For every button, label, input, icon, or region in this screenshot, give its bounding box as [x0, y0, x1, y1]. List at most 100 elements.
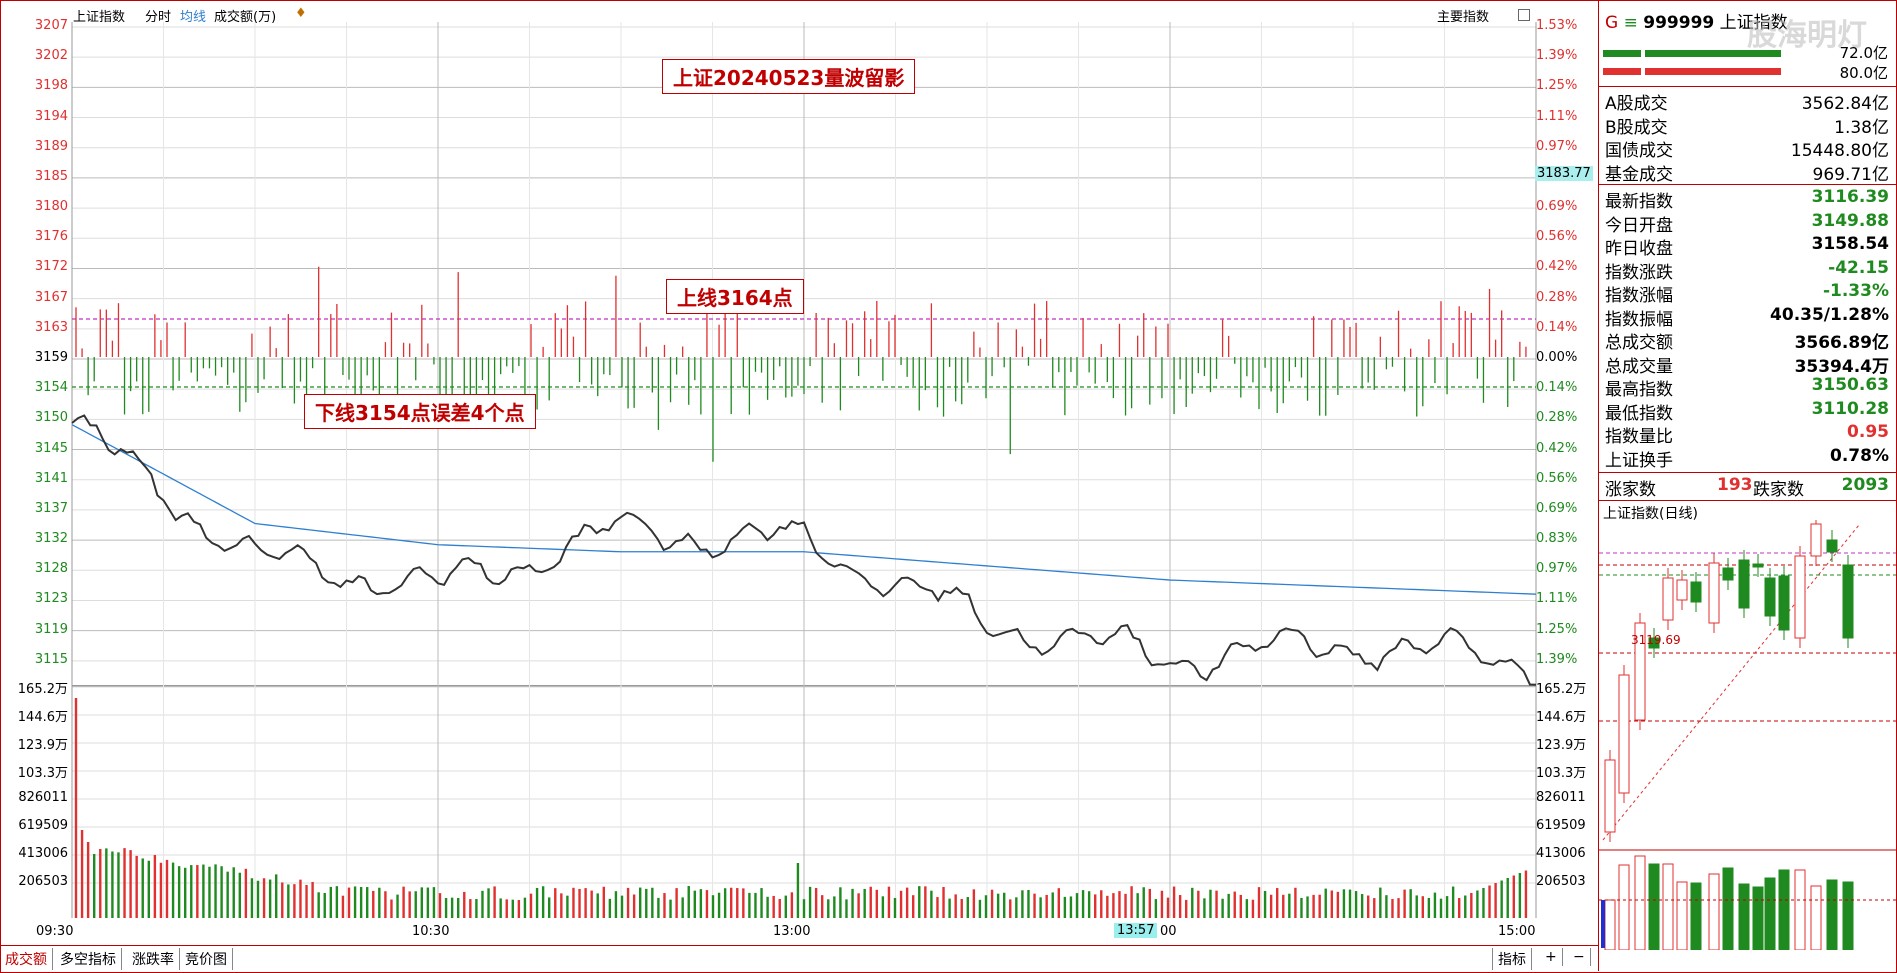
quote-value: 15448.80亿 [1790, 141, 1889, 161]
tab-turnover[interactable]: 成交额 [0, 948, 53, 970]
up-count-label: 涨家数 [1605, 480, 1656, 500]
pct-tick-label: 0.42% [1536, 259, 1578, 275]
pct-tick-label: 1.25% [1536, 78, 1578, 94]
daily-candle [1690, 581, 1702, 603]
price-tick-label: 3154 [34, 380, 68, 396]
buy-bar-2 [1645, 50, 1781, 57]
avg-line-toggle[interactable]: 均线 [180, 10, 207, 25]
zoom-out-button[interactable]: − [1568, 948, 1591, 966]
volume-tick-label: 165.2万 [17, 682, 68, 697]
daily-volume-bar [1842, 881, 1854, 950]
indicator-button[interactable]: 指标 [1492, 948, 1532, 970]
daily-volume-bar [1708, 873, 1720, 950]
bell-icon[interactable]: ♦ [295, 6, 307, 21]
quote-row: 最高指数 3150.63 [1605, 375, 1889, 400]
pct-tick-label: 1.39% [1536, 48, 1578, 64]
quote-key: 最低指数 [1605, 403, 1673, 424]
price-tick-label: 3123 [34, 591, 68, 607]
tab-auction[interactable]: 竞价图 [180, 948, 233, 970]
quote-row: 总成交量 35394.4万 [1605, 352, 1889, 377]
price-tick-label: 3172 [34, 259, 68, 275]
volume-tick-label: 619509 [18, 818, 68, 833]
quote-key: 指数涨跌 [1605, 262, 1673, 283]
daily-low-mark: 3119.69 [1631, 633, 1681, 647]
quote-row: 最低指数 3110.28 [1605, 399, 1889, 424]
tab-long-short[interactable]: 多空指标 [55, 948, 122, 970]
time-tick-label: 09:30 [36, 924, 74, 939]
pct-tick-label: 1.25% [1536, 621, 1578, 637]
down-count: 2093 [1841, 475, 1889, 495]
daily-candle [1662, 577, 1674, 621]
daily-volume-bar [1722, 867, 1734, 950]
window-toggle-icon[interactable] [1518, 9, 1530, 21]
price-tick-label: 3132 [34, 531, 68, 547]
quote-key: B股成交 [1605, 117, 1668, 138]
daily-candle [1738, 559, 1750, 609]
price-tick-label: 3159 [34, 350, 68, 365]
price-tick-label: 3163 [34, 319, 68, 335]
daily-candle [1634, 622, 1646, 721]
daily-chart-title: 上证指数(日线) [1603, 506, 1698, 522]
daily-candle [1708, 562, 1720, 624]
volume-unit-label: 成交额(万) [214, 10, 277, 25]
daily-candle [1842, 564, 1854, 639]
pct-tick-label: 0.97% [1536, 138, 1578, 154]
quote-key: 上证换手 [1605, 450, 1673, 471]
quote-key: 昨日收盘 [1605, 239, 1673, 259]
volume-tick-label: 206503 [1536, 874, 1586, 889]
daily-volume-bar [1794, 869, 1806, 950]
average-price-line [71, 424, 1537, 595]
stock-name: 上证指数 [1719, 13, 1788, 33]
quote-value: 3116.39 [1811, 187, 1889, 207]
daily-volume-bar [1634, 855, 1646, 950]
pct-tick-label: 0.69% [1536, 199, 1578, 215]
time-tick-label: 10:30 [412, 924, 450, 939]
sell-amount: 80.0亿 [1839, 64, 1888, 82]
daily-kline-chart [1599, 520, 1896, 950]
daily-volume-bar [1738, 883, 1750, 950]
pct-tick-label: 0.56% [1536, 229, 1578, 245]
zoom-in-button[interactable]: + [1540, 948, 1563, 966]
pct-tick-label: 0.00% [1536, 350, 1578, 365]
quote-key: 总成交量 [1605, 356, 1673, 377]
volume-tick-label: 123.9万 [17, 738, 68, 753]
quote-key: 今日开盘 [1605, 215, 1673, 236]
quote-row: 国债成交 15448.80亿 [1605, 136, 1889, 161]
pct-tick-label: 0.97% [1536, 561, 1578, 577]
cursor-price-label: 3183.77 [1535, 166, 1593, 181]
down-count-label: 跌家数 [1753, 480, 1804, 500]
quote-key: 指数振幅 [1605, 309, 1673, 330]
tab-advance-ratio[interactable]: 涨跌率 [127, 948, 180, 970]
price-tick-label: 3194 [34, 108, 68, 124]
price-tick-label: 3189 [34, 138, 68, 154]
daily-candle [1604, 759, 1616, 833]
mode-tab-timeshare[interactable]: 分时 [145, 10, 172, 25]
quote-row: 指数涨幅 -1.33% [1605, 281, 1889, 306]
quote-key: A股成交 [1605, 94, 1668, 114]
quote-row: 最新指数 3116.39 [1605, 187, 1889, 212]
bottom-tab-bar: 成交额 多空指标 涨跌率 竞价图 指标 + − [0, 945, 1598, 971]
pct-tick-label: 0.42% [1536, 440, 1578, 456]
volume-tick-label: 206503 [18, 874, 68, 889]
quote-row: 昨日收盘 3158.54 [1605, 234, 1889, 259]
price-tick-label: 3115 [34, 651, 68, 667]
quote-value: -1.33% [1822, 281, 1889, 301]
menu-icon[interactable]: ≡ [1623, 13, 1638, 33]
pct-tick-label: 0.69% [1536, 500, 1578, 516]
quote-value: 0.78% [1830, 445, 1889, 466]
daily-volume-bar [1662, 863, 1674, 950]
daily-candle [1810, 523, 1822, 557]
daily-candle [1778, 575, 1790, 631]
quote-row: 指数涨跌 -42.15 [1605, 258, 1889, 283]
quote-row: 指数量比 0.95 [1605, 422, 1889, 447]
volume-tick-label: 413006 [1536, 846, 1586, 861]
daily-volume-bar [1648, 863, 1660, 950]
volume-tick-label: 123.9万 [1536, 738, 1587, 753]
price-tick-label: 3180 [34, 199, 68, 215]
time-tick-label: 13:00 [773, 924, 811, 939]
volume-tick-label: 413006 [18, 846, 68, 861]
quote-row: 总成交额 3566.89亿 [1605, 328, 1889, 353]
quote-row: 上证换手 0.78% [1605, 445, 1889, 471]
main-index-button[interactable]: 主要指数 [1437, 10, 1490, 25]
pct-tick-label: 0.28% [1536, 289, 1578, 305]
